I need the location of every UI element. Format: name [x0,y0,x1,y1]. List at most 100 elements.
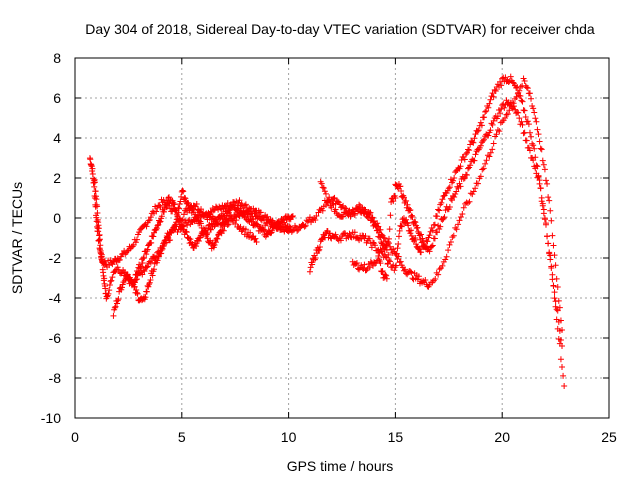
data-point [534,126,541,133]
data-point [411,218,418,225]
data-point [372,242,379,249]
data-point [105,290,112,297]
data-point [549,276,556,283]
data-point [134,272,141,279]
x-tick-label: 0 [71,429,79,445]
data-point [547,207,554,214]
data-point [526,90,533,97]
data-point [166,230,173,237]
data-point [553,316,560,323]
data-point [363,267,370,274]
data-point [451,175,458,182]
data-point [501,104,508,111]
data-point [521,129,528,136]
data-point [520,130,527,137]
data-point [188,202,195,209]
data-point [93,196,100,203]
data-point [403,216,410,223]
data-point [542,221,549,228]
data-point [479,166,486,173]
data-point [465,146,472,153]
data-point [526,147,533,154]
data-point [180,188,187,195]
data-point [183,229,190,236]
data-point [283,224,290,231]
data-point [196,208,203,215]
data-point [214,235,221,242]
data-point [492,88,499,95]
data-point [440,193,447,200]
data-point [147,276,154,283]
data-point [477,173,484,180]
data-point [139,259,146,266]
data-point [392,195,399,201]
data-point [429,242,436,249]
data-point [318,236,325,243]
data-point [351,212,358,219]
data-point [375,252,382,259]
series-track-f [317,75,566,333]
data-point [151,266,158,273]
data-point [142,294,149,301]
data-point [521,107,528,114]
data-point [183,228,190,235]
data-point [451,193,458,200]
data-point [465,199,472,206]
data-point [460,175,467,182]
data-point [91,183,98,190]
x-tick-label: 10 [281,429,297,445]
data-point [471,157,478,164]
data-point [556,304,563,311]
data-point [482,160,489,167]
data-point [497,110,504,117]
data-point [339,204,345,211]
data-point [559,363,566,370]
data-point [247,229,254,236]
data-point [184,222,191,229]
data-point [514,90,521,97]
data-point [263,214,270,221]
data-point [182,195,189,202]
data-point [507,73,514,80]
data-point [191,242,198,249]
data-point [474,128,481,135]
data-point [254,222,261,229]
data-point [528,133,535,140]
data-point [449,234,456,241]
data-point [134,290,141,297]
data-point [410,238,417,245]
data-point [483,157,490,164]
data-point [315,247,322,254]
data-point [466,147,473,154]
data-point [170,224,177,231]
data-point [219,226,226,233]
y-tick-label: 6 [53,90,61,106]
data-point [394,255,401,262]
data-point [379,268,386,275]
data-point [369,214,376,221]
data-point [416,246,423,253]
data-point [133,289,140,296]
data-point [439,196,446,203]
data-point [435,271,442,278]
data-point [412,219,419,226]
data-point [435,206,442,213]
x-tick-label: 15 [388,429,404,445]
data-point [320,185,327,192]
data-point [525,144,532,151]
data-point [138,263,145,270]
data-point [146,281,153,288]
data-point [557,317,564,324]
data-point [390,245,397,252]
data-point [94,210,101,217]
data-point [540,161,547,168]
data-point [408,227,415,234]
data-point [509,79,516,86]
data-point [538,146,545,153]
data-point [385,235,392,242]
data-point [316,243,323,250]
data-point [147,259,154,266]
data-point [515,109,522,116]
data-point [391,267,398,274]
